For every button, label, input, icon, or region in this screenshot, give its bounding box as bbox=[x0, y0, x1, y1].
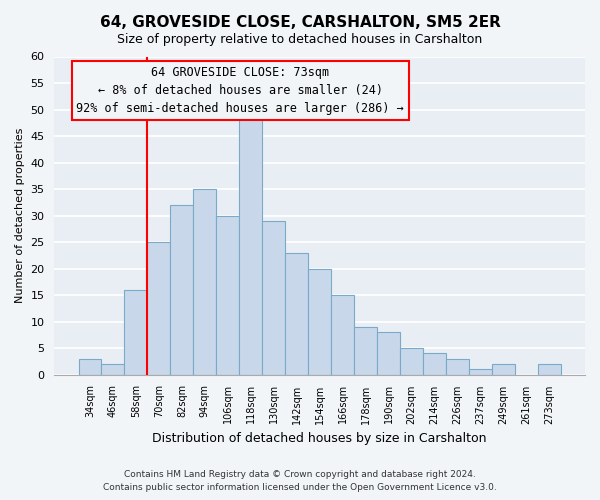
Y-axis label: Number of detached properties: Number of detached properties bbox=[15, 128, 25, 303]
Text: 64, GROVESIDE CLOSE, CARSHALTON, SM5 2ER: 64, GROVESIDE CLOSE, CARSHALTON, SM5 2ER bbox=[100, 15, 500, 30]
Bar bbox=[262, 221, 285, 374]
Bar bbox=[193, 189, 217, 374]
Bar bbox=[308, 268, 331, 374]
Bar bbox=[377, 332, 400, 374]
Bar bbox=[469, 370, 492, 374]
Bar bbox=[148, 242, 170, 374]
X-axis label: Distribution of detached houses by size in Carshalton: Distribution of detached houses by size … bbox=[152, 432, 487, 445]
Bar bbox=[538, 364, 561, 374]
Bar bbox=[400, 348, 423, 374]
Bar bbox=[354, 327, 377, 374]
Text: Contains HM Land Registry data © Crown copyright and database right 2024.
Contai: Contains HM Land Registry data © Crown c… bbox=[103, 470, 497, 492]
Bar bbox=[217, 216, 239, 374]
Bar bbox=[170, 205, 193, 374]
Bar bbox=[331, 295, 354, 374]
Bar bbox=[124, 290, 148, 374]
Text: 64 GROVESIDE CLOSE: 73sqm
← 8% of detached houses are smaller (24)
92% of semi-d: 64 GROVESIDE CLOSE: 73sqm ← 8% of detach… bbox=[76, 66, 404, 115]
Bar bbox=[285, 252, 308, 374]
Text: Size of property relative to detached houses in Carshalton: Size of property relative to detached ho… bbox=[118, 32, 482, 46]
Bar bbox=[446, 358, 469, 374]
Bar bbox=[492, 364, 515, 374]
Bar bbox=[239, 115, 262, 374]
Bar bbox=[423, 354, 446, 374]
Bar bbox=[79, 358, 101, 374]
Bar bbox=[101, 364, 124, 374]
